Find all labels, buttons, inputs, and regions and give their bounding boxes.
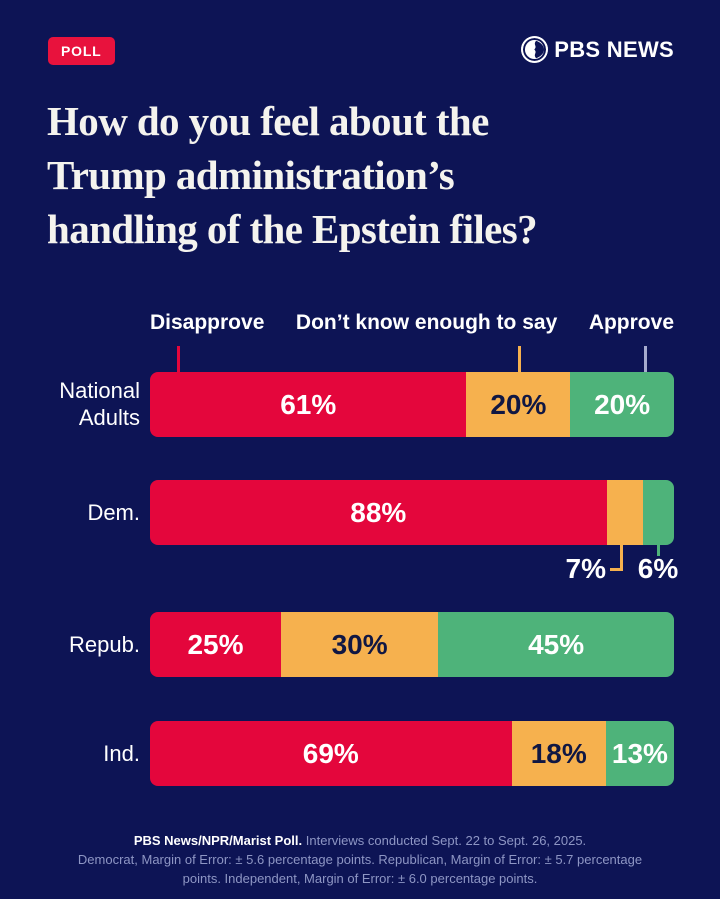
segment-disapprove: 69% (150, 721, 512, 786)
legend-tick-disapprove (177, 346, 180, 373)
segment-dont-know: 18% (511, 721, 606, 786)
segment-approve: 45% (438, 612, 674, 677)
row-label-line: Ind. (103, 741, 140, 766)
bar-ind: 69% 18% 13% (150, 721, 674, 786)
bar-national-adults: 61% 20% 20% (150, 372, 674, 437)
segment-dont-know: 20% (466, 372, 571, 437)
footer-source-bold: PBS News/NPR/Marist Poll. (133, 833, 303, 848)
callout-connector-dont-know (620, 545, 623, 571)
row-label-line: Adults (78, 405, 140, 430)
row-label-national-adults: National Adults (0, 377, 140, 431)
row-label-dem: Dem. (0, 499, 140, 526)
row-label-repub: Repub. (0, 631, 140, 658)
segment-value-label: 18% (530, 737, 587, 769)
pbs-news-logo: PBS NEWS (521, 36, 674, 63)
chart-title: How do you feel about the Trump administ… (47, 94, 687, 256)
segment-value-label: 13% (611, 737, 668, 769)
segment-value-label: 25% (187, 628, 244, 660)
footer-interviews: Interviews conducted Sept. 22 to Sept. 2… (305, 833, 587, 848)
callout-value-approve: 6% (637, 553, 679, 584)
segment-value-label: 30% (331, 628, 388, 660)
segment-disapprove: 88% (150, 480, 607, 545)
title-line-2: Trump administration’s (47, 152, 455, 198)
poll-badge: POLL (48, 37, 115, 65)
segment-value-label: 69% (302, 737, 359, 769)
title-line-1: How do you feel about the (47, 98, 489, 144)
segment-dont-know (606, 480, 643, 545)
bar-dem: 88% (150, 480, 674, 545)
segment-value-label: 61% (280, 388, 337, 420)
footer-line-1: PBS News/NPR/Marist Poll. Interviews con… (65, 831, 655, 850)
segment-value-label: 20% (490, 388, 547, 420)
legend-tick-approve (644, 346, 647, 373)
row-label-line: Repub. (69, 632, 140, 657)
callout-connector-dont-know (610, 568, 623, 571)
row-label-ind: Ind. (0, 740, 140, 767)
brand-name: PBS NEWS (554, 36, 674, 62)
callout-value-dont-know: 7% (565, 553, 606, 584)
row-label-line: National (59, 378, 140, 403)
segment-value-label: 45% (528, 628, 585, 660)
segment-approve: 13% (605, 721, 674, 786)
pbs-head-icon (521, 36, 549, 63)
callout-connector-approve (657, 545, 660, 556)
legend: Disapprove Don’t know enough to say Appr… (150, 311, 674, 335)
title-line-3: handling of the Epstein files? (47, 206, 538, 252)
segment-approve: 20% (570, 372, 674, 437)
segment-disapprove: 25% (150, 612, 281, 677)
legend-approve: Approve (588, 311, 674, 334)
segment-dont-know: 30% (281, 612, 439, 677)
segment-value-label: 88% (350, 496, 407, 528)
segment-approve (642, 480, 674, 545)
bar-repub: 25% 30% 45% (150, 612, 674, 677)
legend-dont-know: Don’t know enough to say (295, 311, 558, 334)
legend-tick-dont-know (518, 346, 521, 373)
row-label-line: Dem. (87, 500, 140, 525)
legend-disapprove: Disapprove (150, 311, 265, 334)
segment-value-label: 20% (594, 388, 651, 420)
footer-details: Democrat, Margin of Error: ± 5.6 percent… (77, 852, 643, 886)
footer-source-note: PBS News/NPR/Marist Poll. Interviews con… (65, 831, 655, 888)
segment-disapprove: 61% (150, 372, 467, 437)
